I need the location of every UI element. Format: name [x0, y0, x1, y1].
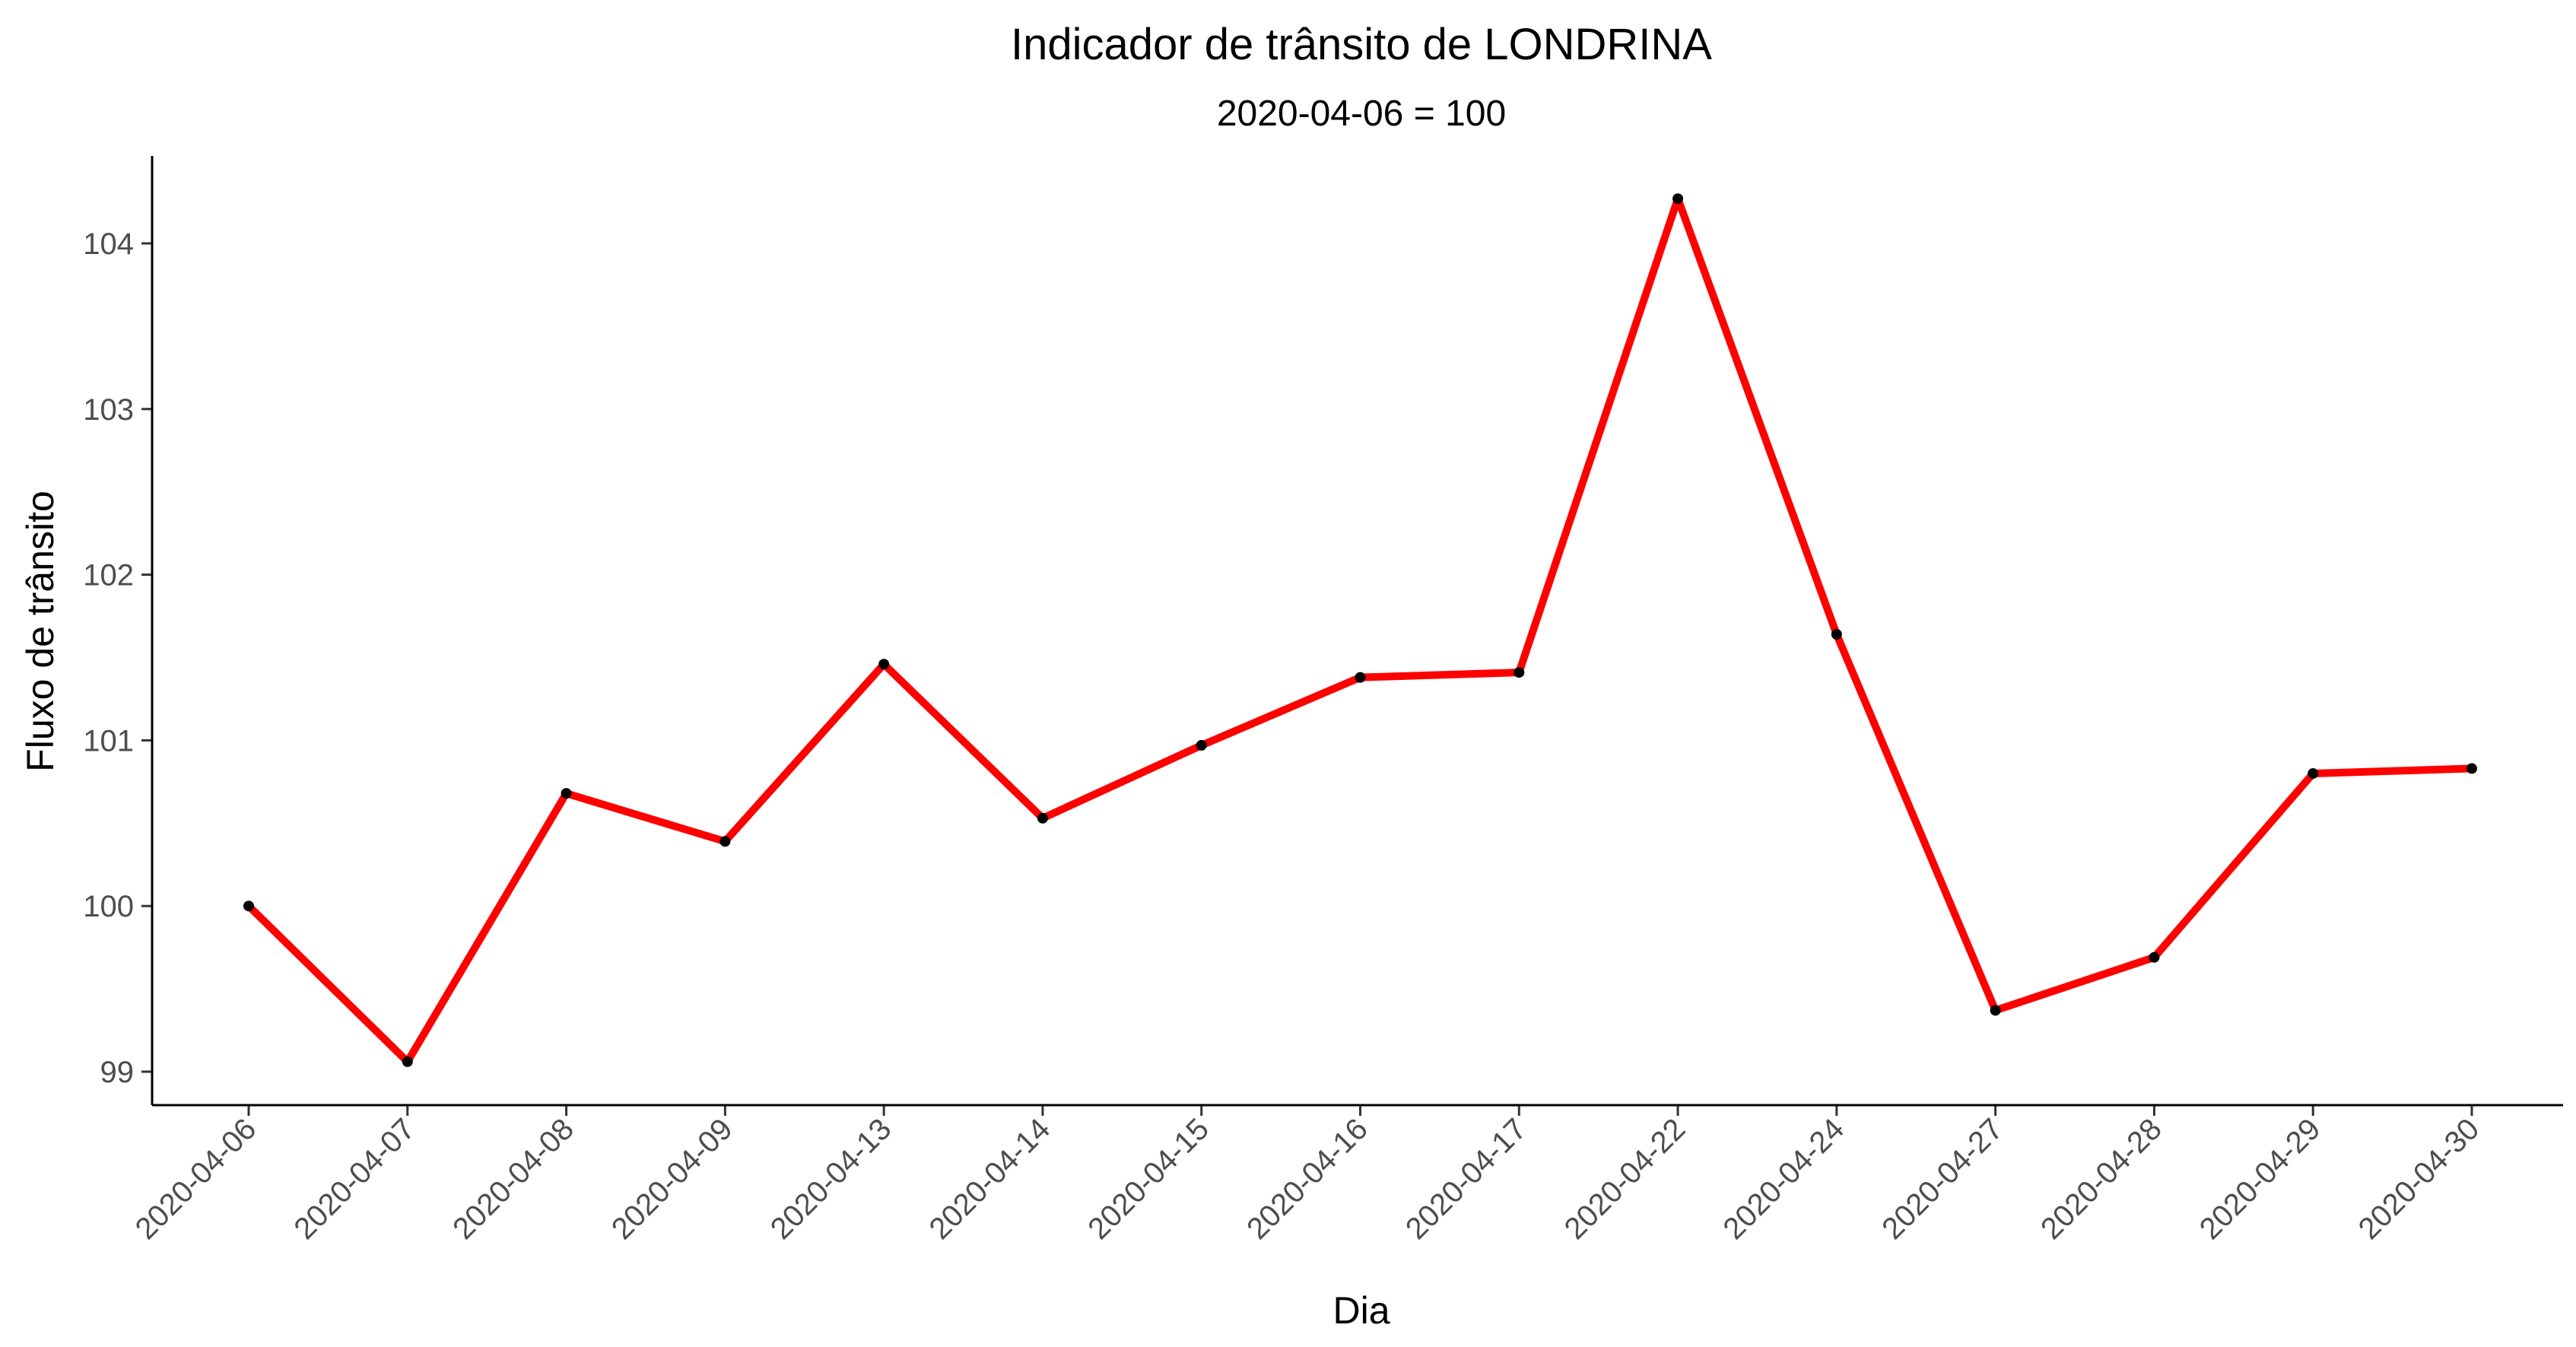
data-point: [878, 659, 890, 670]
x-tick-label: 2020-04-22: [1558, 1112, 1692, 1246]
x-tick-label: 2020-04-07: [287, 1112, 421, 1246]
x-tick-label: 2020-04-28: [2034, 1112, 2168, 1246]
data-point: [1514, 667, 1525, 678]
y-tick-label: 101: [83, 724, 134, 758]
y-axis-ticks: 99 100 101 102 103 104: [83, 227, 152, 1089]
y-tick-label: 100: [83, 890, 134, 923]
data-point: [1672, 193, 1684, 205]
data-point: [1355, 672, 1366, 683]
y-tick-label: 103: [83, 393, 134, 427]
x-tick-label: 2020-04-24: [1717, 1112, 1850, 1246]
x-tick-label: 2020-04-14: [923, 1112, 1056, 1246]
series-line: [245, 195, 2476, 1066]
chart-title: Indicador de trânsito de LONDRINA: [1011, 20, 1712, 69]
data-point: [2466, 763, 2477, 774]
x-tick-label: 2020-04-30: [2352, 1112, 2486, 1246]
data-point: [719, 836, 731, 847]
series-group: [243, 193, 2477, 1067]
x-tick-label: 2020-04-13: [764, 1112, 898, 1246]
data-point: [1990, 1005, 2001, 1016]
data-point: [243, 901, 254, 912]
x-tick-label: 2020-04-17: [1399, 1112, 1533, 1246]
y-tick-label: 102: [83, 559, 134, 592]
y-axis-title: Fluxo de trânsito: [19, 491, 62, 772]
data-point: [2308, 767, 2319, 779]
x-axis-title: Dia: [1332, 1289, 1390, 1332]
x-tick-label: 2020-04-09: [605, 1112, 739, 1246]
chart-subtitle: 2020-04-06 = 100: [1217, 94, 1506, 134]
x-tick-label: 2020-04-08: [446, 1112, 580, 1246]
data-point: [2149, 951, 2160, 963]
x-axis-ticks: 2020-04-06 2020-04-07 2020-04-08 2020-04-09…: [129, 1105, 2486, 1246]
y-tick-label: 104: [83, 227, 134, 261]
x-tick-label: 2020-04-29: [2193, 1112, 2327, 1246]
x-tick-label: 2020-04-16: [1240, 1112, 1374, 1246]
data-point: [1196, 739, 1207, 751]
data-point: [1037, 812, 1048, 824]
data-point: [561, 788, 572, 799]
x-tick-label: 2020-04-15: [1082, 1112, 1215, 1246]
data-point: [402, 1056, 413, 1067]
x-tick-label: 2020-04-06: [129, 1112, 263, 1246]
data-point: [1831, 629, 1842, 640]
y-tick-label: 99: [100, 1056, 135, 1089]
x-tick-label: 2020-04-27: [1876, 1112, 2009, 1246]
